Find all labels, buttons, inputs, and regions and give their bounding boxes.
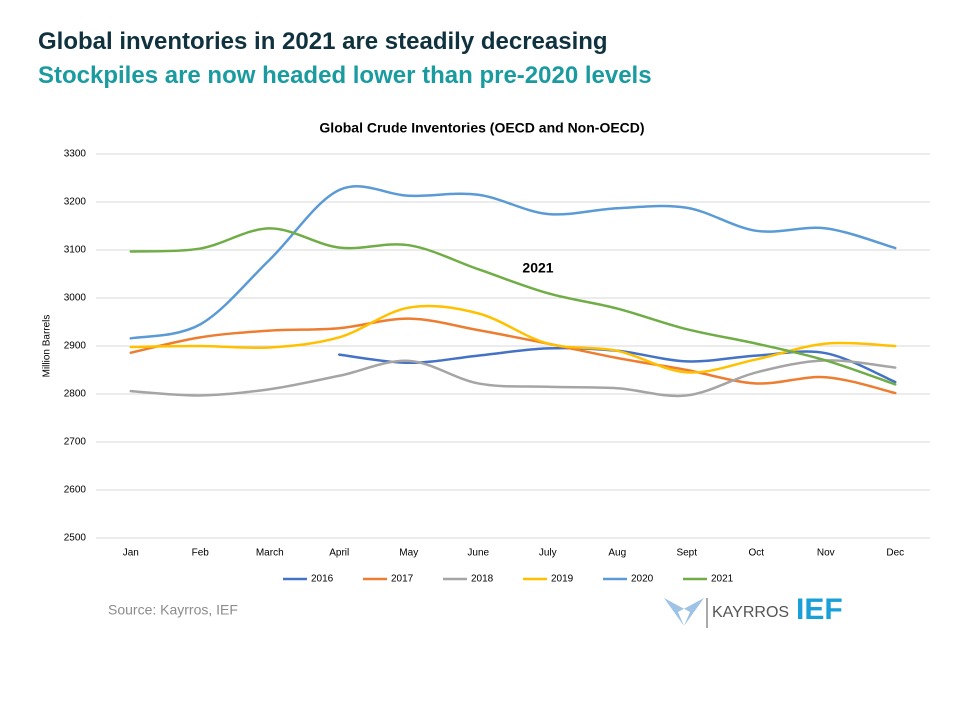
legend-label: 2019 — [551, 574, 574, 585]
y-tick-label: 2500 — [64, 533, 87, 544]
x-tick-label: Jan — [123, 548, 139, 559]
legend-label: 2016 — [311, 574, 334, 585]
y-tick-label: 2800 — [64, 389, 87, 400]
y-tick-label: 3000 — [64, 293, 87, 304]
source: Source: Kayrros, IEF — [108, 602, 238, 618]
logo-ief: IEF — [796, 593, 843, 626]
annotation: 2021 — [522, 260, 553, 276]
series-line — [129, 317, 897, 395]
x-tick-label: Aug — [608, 548, 626, 559]
legend-label: 2018 — [471, 574, 494, 585]
x-tick-label: May — [399, 548, 418, 559]
legend-label: 2020 — [631, 574, 654, 585]
subtitle: Stockpiles are now headed lower than pre… — [38, 62, 652, 89]
legend-label: 2017 — [391, 574, 414, 585]
y-axis-label: Million Barrels — [42, 315, 53, 378]
x-tick-label: March — [256, 548, 284, 559]
x-tick-label: July — [539, 548, 557, 559]
x-tick-label: June — [467, 548, 489, 559]
chart-title: Global Crude Inventories (OECD and Non-O… — [319, 120, 644, 136]
x-tick-label: Feb — [192, 548, 210, 559]
title: Global inventories in 2021 are steadily … — [38, 28, 608, 55]
legend-label: 2021 — [711, 574, 734, 585]
series-line — [129, 304, 897, 374]
x-tick-label: Oct — [748, 548, 764, 559]
y-tick-label: 2700 — [64, 437, 87, 448]
y-tick-label: 2900 — [64, 341, 87, 352]
series-line — [129, 359, 897, 398]
x-tick-label: April — [329, 548, 349, 559]
series-line — [129, 227, 897, 386]
logo-icon — [664, 598, 704, 626]
x-tick-label: Dec — [886, 548, 904, 559]
x-tick-label: Nov — [817, 548, 835, 559]
x-tick-label: Sept — [676, 548, 697, 559]
y-tick-label: 3200 — [64, 197, 87, 208]
y-tick-label: 3300 — [64, 149, 87, 160]
y-tick-label: 3100 — [64, 245, 87, 256]
series-line — [129, 185, 897, 340]
y-tick-label: 2600 — [64, 485, 87, 496]
logo-kayrros: KAYRROS — [712, 604, 789, 621]
